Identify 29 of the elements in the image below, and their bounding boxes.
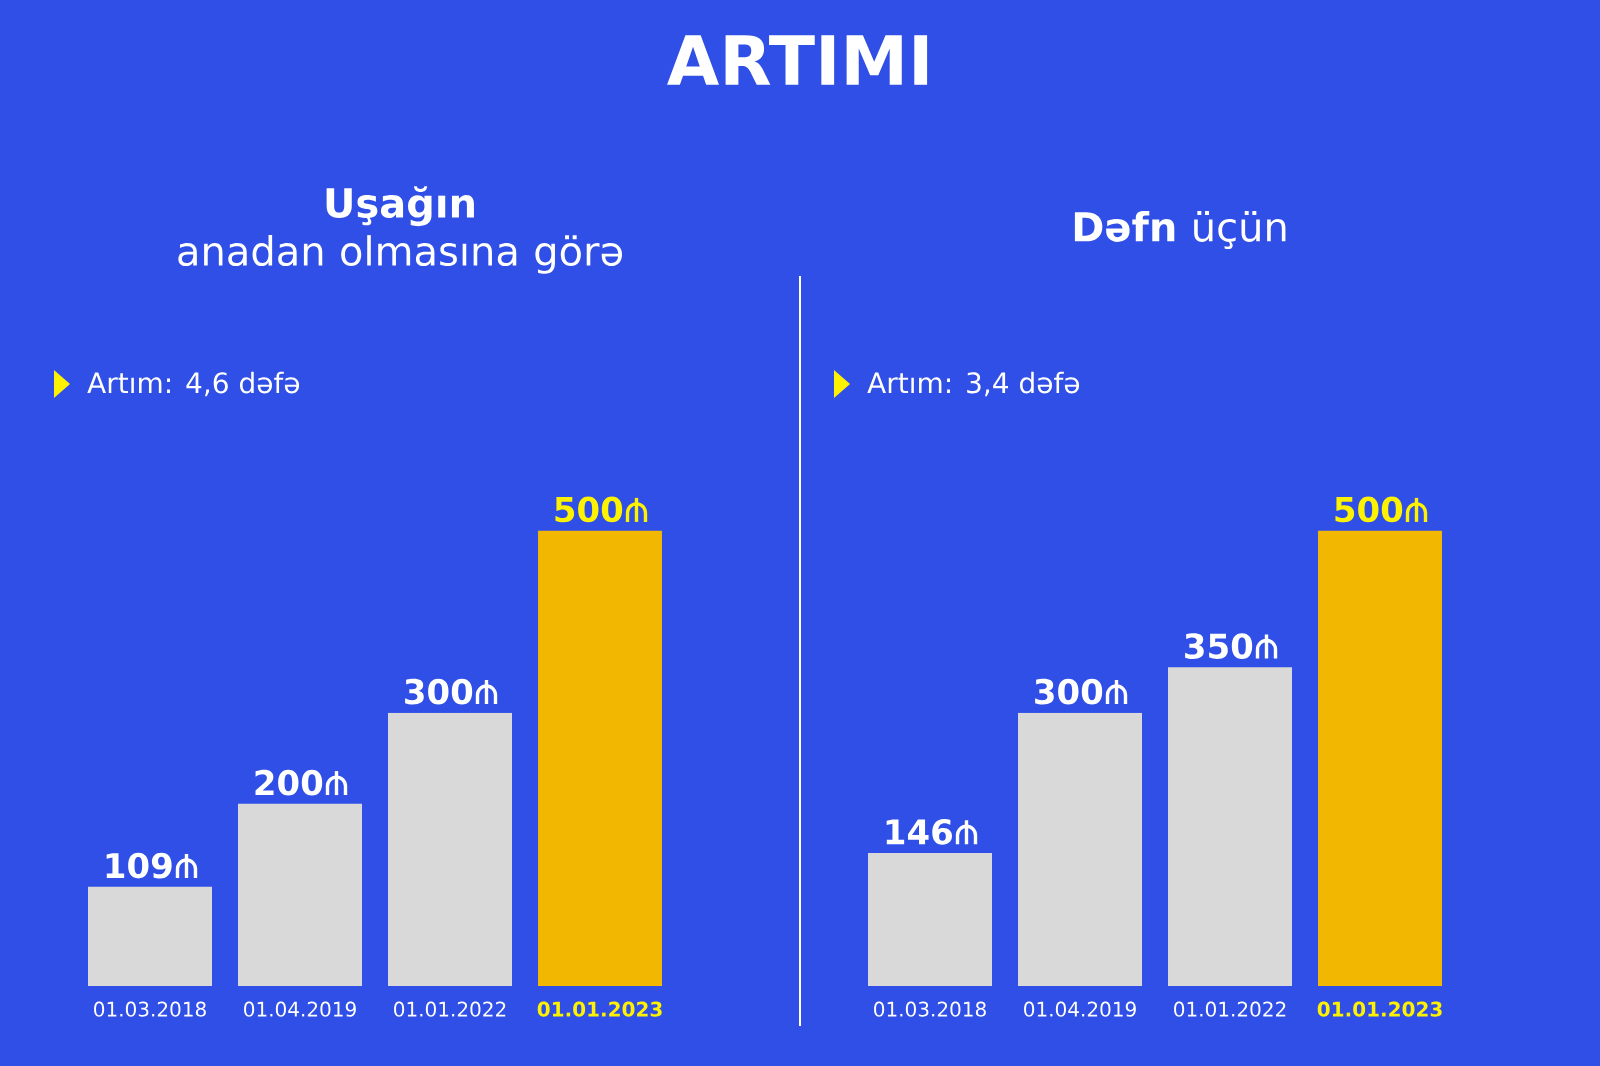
data-label: 350	[1185, 633, 1253, 659]
data-label: 109	[106, 852, 172, 879]
data-label: 300	[1035, 678, 1103, 705]
data-label: 500	[555, 496, 623, 523]
bar	[538, 530, 663, 986]
data-label: 300	[405, 678, 473, 705]
text: Artım: 4,6 dəfə	[87, 371, 300, 397]
data-label: 146	[886, 819, 952, 845]
x-tick-label: 01.03.2018	[874, 1001, 986, 1017]
chart-title: ARTIMI	[667, 35, 928, 85]
chart-subtitle: Dəfn üçün	[1074, 210, 1286, 250]
bar	[238, 803, 362, 986]
bar	[868, 853, 993, 986]
x-tick-label: 01.01.2023	[1317, 1001, 1442, 1017]
bar	[88, 886, 213, 986]
bar	[1168, 667, 1293, 986]
x-tick-label: 01.04.2019	[244, 1001, 356, 1017]
text: Artım: 3,4 dəfə	[867, 371, 1080, 397]
x-tick-label: 01.01.2023	[537, 1001, 662, 1017]
x-tick-label: 01.03.2018	[94, 1001, 206, 1017]
x-tick-label: 01.01.2022	[1174, 1001, 1286, 1017]
chart-subtitle: Uşağın anadan olmasına görə	[178, 186, 623, 274]
x-tick-label: 01.01.2022	[394, 1001, 506, 1017]
bar	[1318, 530, 1443, 986]
data-label: 200	[255, 769, 323, 796]
data-label: 500	[1335, 496, 1403, 523]
x-tick-label: 01.04.2019	[1024, 1001, 1136, 1017]
bar	[388, 712, 513, 986]
bar	[1018, 712, 1143, 986]
